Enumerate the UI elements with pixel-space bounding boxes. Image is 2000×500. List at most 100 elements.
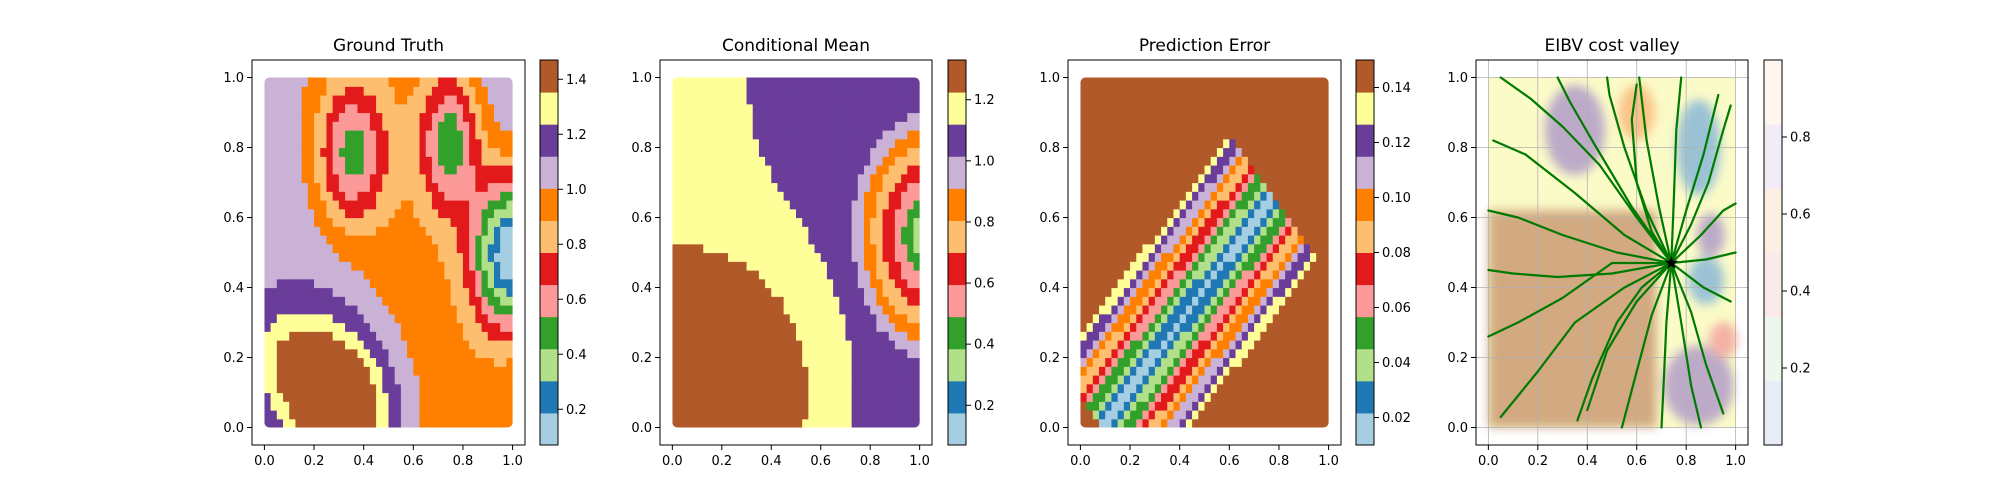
- heatmap-cell: [833, 208, 840, 219]
- heatmap-cell: [264, 305, 272, 315]
- heatmap-cell: [845, 261, 853, 271]
- heatmap-cell: [382, 296, 390, 306]
- heatmap-cell: [1291, 305, 1299, 315]
- heatmap-cell: [1080, 208, 1088, 219]
- heatmap-cell: [690, 392, 698, 402]
- heatmap-cell: [295, 208, 303, 219]
- heatmap-cell: [425, 313, 433, 324]
- heatmap-cell: [1173, 217, 1181, 227]
- heatmap-cell: [796, 313, 803, 324]
- heatmap-cell: [1247, 392, 1255, 402]
- heatmap-cell: [1247, 383, 1255, 394]
- heatmap-cell: [456, 331, 464, 341]
- heatmap-cell: [1117, 86, 1125, 96]
- heatmap-cell: [1204, 130, 1212, 140]
- heatmap-cell: [1247, 138, 1255, 149]
- heatmap-cell: [740, 208, 748, 219]
- heatmap-cell: [1322, 287, 1329, 297]
- heatmap-cell: [746, 103, 754, 114]
- heatmap-cell: [1210, 392, 1218, 402]
- heatmap-cell: [789, 86, 797, 96]
- heatmap-cell: [721, 313, 729, 324]
- heatmap-cell: [1316, 348, 1323, 359]
- heatmap-cell: [783, 375, 791, 385]
- heatmap-cell: [758, 173, 766, 184]
- heatmap-cell: [728, 165, 735, 175]
- heatmap-cell: [1167, 147, 1175, 157]
- heatmap-cell: [882, 226, 890, 236]
- heatmap-cell: [672, 86, 680, 96]
- heatmap-cell: [1285, 243, 1292, 254]
- heatmap-cell: [826, 86, 834, 96]
- heatmap-cell: [407, 130, 414, 140]
- heatmap-cell: [1272, 200, 1280, 210]
- heatmap-cell: [870, 77, 877, 87]
- heatmap-cell: [1260, 296, 1268, 306]
- heatmap-cell: [876, 182, 884, 192]
- heatmap-cell: [1216, 138, 1224, 149]
- heatmap-cell: [376, 261, 383, 271]
- heatmap-cell: [314, 130, 321, 140]
- heatmap-cell: [338, 392, 346, 402]
- heatmap-cell: [882, 270, 890, 280]
- heatmap-cell: [826, 270, 834, 280]
- heatmap-cell: [678, 296, 686, 306]
- heatmap-cell: [1285, 357, 1292, 367]
- heatmap-cell: [332, 121, 340, 131]
- heatmap-cell: [752, 287, 760, 297]
- heatmap-cell: [678, 270, 686, 280]
- heatmap-cell: [493, 418, 501, 428]
- heatmap-cell: [326, 130, 334, 140]
- heatmap-cell: [1080, 156, 1088, 166]
- heatmap-cell: [301, 270, 309, 280]
- heatmap-cell: [276, 243, 284, 254]
- heatmap-cell: [1223, 235, 1230, 245]
- heatmap-cell: [1099, 278, 1106, 289]
- heatmap-cell: [728, 375, 735, 385]
- heatmap-cell: [857, 217, 865, 227]
- heatmap-cell: [376, 357, 383, 367]
- heatmap-cell: [500, 375, 507, 385]
- heatmap-cell: [1161, 270, 1168, 280]
- heatmap-cell: [481, 156, 489, 166]
- heatmap-cell: [363, 130, 371, 140]
- heatmap-cell: [839, 383, 847, 394]
- heatmap-cell: [1130, 331, 1137, 341]
- heatmap-cell: [851, 401, 859, 411]
- heatmap-cell: [444, 322, 452, 332]
- heatmap-cell: [326, 103, 334, 114]
- heatmap-cell: [363, 357, 371, 367]
- heatmap-cell: [771, 270, 779, 280]
- heatmap-cell: [752, 95, 760, 105]
- heatmap-cell: [444, 77, 452, 87]
- heatmap-cell: [506, 348, 513, 359]
- heatmap-cell: [826, 200, 834, 210]
- heatmap-cell: [740, 95, 748, 105]
- heatmap-cell: [301, 235, 309, 245]
- heatmap-cell: [357, 226, 365, 236]
- heatmap-cell: [1254, 147, 1261, 157]
- heatmap-cell: [388, 226, 396, 236]
- heatmap-cell: [363, 95, 371, 105]
- heatmap-cell: [1229, 331, 1237, 341]
- heatmap-cell: [1105, 375, 1113, 385]
- heatmap-cell: [894, 252, 902, 262]
- heatmap-cell: [326, 357, 334, 367]
- heatmap-cell: [1136, 261, 1144, 271]
- heatmap-cell: [276, 270, 284, 280]
- heatmap-cell: [283, 278, 290, 289]
- heatmap-cell: [326, 331, 334, 341]
- heatmap-cell: [1322, 252, 1329, 262]
- heatmap-cell: [864, 366, 871, 376]
- heatmap-cell: [1241, 392, 1249, 402]
- heatmap-cell: [1223, 375, 1230, 385]
- heatmap-cell: [734, 208, 741, 219]
- heatmap-cell: [462, 305, 470, 315]
- heatmap-cell: [1316, 313, 1323, 324]
- heatmap-cell: [1278, 156, 1286, 166]
- heatmap-cell: [1260, 121, 1268, 131]
- heatmap-cell: [351, 182, 359, 192]
- heatmap-cell: [1216, 313, 1224, 324]
- heatmap-cell: [450, 191, 458, 201]
- heatmap-cell: [450, 331, 458, 341]
